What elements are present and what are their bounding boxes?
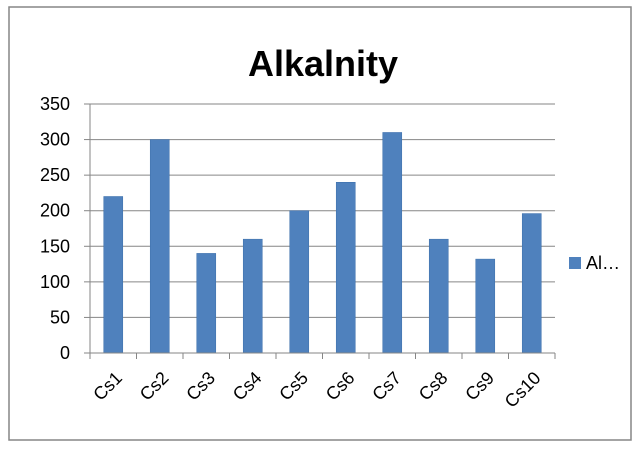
bar-cs5 <box>289 210 310 354</box>
y-axis-tick-labels: 0 50 100 150 200 250 300 350 <box>40 94 70 363</box>
bar-cs4 <box>242 238 263 354</box>
legend-label: Al… <box>586 253 620 273</box>
bar-cs10 <box>521 213 542 354</box>
axes <box>89 104 556 359</box>
bar-cs1 <box>103 196 124 354</box>
legend: Al… <box>569 253 620 273</box>
y-tick-label: 150 <box>40 236 70 256</box>
bar-cs6 <box>335 182 356 354</box>
bar-cs9 <box>475 258 496 354</box>
y-tick-label: 300 <box>40 130 70 150</box>
bar-cs8 <box>428 238 449 354</box>
y-tick-label: 0 <box>60 343 70 363</box>
bars <box>103 132 542 354</box>
y-tick-label: 100 <box>40 272 70 292</box>
y-tick-label: 200 <box>40 201 70 221</box>
bar-cs7 <box>382 132 403 354</box>
legend-swatch <box>569 257 581 269</box>
y-tick-label: 250 <box>40 165 70 185</box>
chart-title: Alkalnity <box>248 43 398 84</box>
y-tick-label: 50 <box>50 307 70 327</box>
y-tick-label: 350 <box>40 94 70 114</box>
bar-cs3 <box>196 253 217 354</box>
bar-cs2 <box>149 139 170 354</box>
